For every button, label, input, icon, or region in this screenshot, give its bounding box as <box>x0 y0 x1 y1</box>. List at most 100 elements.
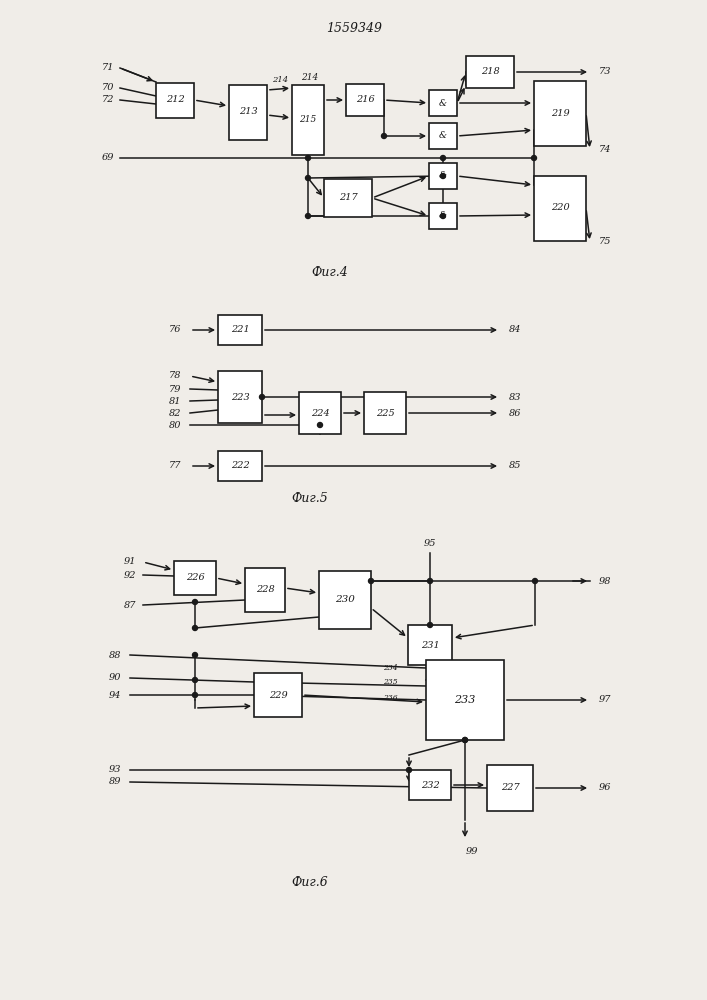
Text: 96: 96 <box>599 784 612 792</box>
Text: 87: 87 <box>124 600 136 609</box>
Bar <box>218 315 262 345</box>
Text: 228: 228 <box>256 585 274 594</box>
Text: 226: 226 <box>186 574 204 582</box>
Circle shape <box>428 622 433 628</box>
Text: 214: 214 <box>272 76 288 84</box>
Text: 215: 215 <box>299 115 317 124</box>
Bar <box>429 123 457 149</box>
Circle shape <box>368 578 373 584</box>
Bar <box>319 571 371 629</box>
Text: 90: 90 <box>109 674 121 682</box>
Text: 74: 74 <box>599 145 612 154</box>
Text: 225: 225 <box>375 408 395 418</box>
Text: 217: 217 <box>339 194 357 202</box>
Text: 99: 99 <box>466 848 478 856</box>
Text: 70: 70 <box>102 84 115 93</box>
Text: 223: 223 <box>230 392 250 401</box>
Text: 234: 234 <box>382 664 397 672</box>
Circle shape <box>305 176 310 180</box>
Bar <box>229 85 267 139</box>
Bar <box>254 673 302 717</box>
Text: 218: 218 <box>481 68 499 77</box>
Text: 97: 97 <box>599 696 612 704</box>
Text: 236: 236 <box>382 694 397 702</box>
Text: 98: 98 <box>599 576 612 585</box>
Bar <box>174 561 216 595</box>
Text: 92: 92 <box>124 570 136 580</box>
Text: Фиг.4: Фиг.4 <box>312 265 349 278</box>
Circle shape <box>440 155 445 160</box>
Bar <box>426 660 504 740</box>
Text: 86: 86 <box>509 408 521 418</box>
Circle shape <box>532 155 537 160</box>
Text: 231: 231 <box>421 641 439 650</box>
Text: &: & <box>439 212 447 221</box>
Text: 220: 220 <box>551 204 569 213</box>
Text: 84: 84 <box>509 326 521 334</box>
Text: 227: 227 <box>501 784 520 792</box>
Text: 81: 81 <box>169 396 181 406</box>
Circle shape <box>192 692 197 698</box>
Text: 212: 212 <box>165 96 185 104</box>
Bar <box>534 81 586 145</box>
Circle shape <box>192 626 197 631</box>
Text: 71: 71 <box>102 64 115 73</box>
Bar <box>429 203 457 229</box>
Circle shape <box>440 174 445 178</box>
Text: 93: 93 <box>109 766 121 774</box>
Text: 78: 78 <box>169 371 181 380</box>
Text: 75: 75 <box>599 237 612 246</box>
Bar <box>156 83 194 117</box>
Text: 77: 77 <box>169 462 181 471</box>
Text: &: & <box>439 131 447 140</box>
Bar <box>408 625 452 665</box>
Circle shape <box>305 214 310 219</box>
Text: 224: 224 <box>310 408 329 418</box>
Circle shape <box>317 422 322 428</box>
Circle shape <box>192 652 197 658</box>
Bar <box>346 84 384 116</box>
Bar <box>429 90 457 116</box>
Circle shape <box>305 155 310 160</box>
Text: 89: 89 <box>109 778 121 786</box>
Bar <box>534 176 586 240</box>
Bar <box>429 163 457 189</box>
Circle shape <box>462 738 467 742</box>
Bar <box>466 56 514 88</box>
Text: 216: 216 <box>356 96 375 104</box>
Bar <box>487 765 533 811</box>
Bar <box>218 451 262 481</box>
Bar <box>364 392 406 434</box>
Text: &: & <box>439 172 447 180</box>
Bar <box>409 770 451 800</box>
Text: 85: 85 <box>509 462 521 471</box>
Bar <box>292 85 324 155</box>
Circle shape <box>462 738 467 742</box>
Text: 94: 94 <box>109 690 121 700</box>
Text: 79: 79 <box>169 384 181 393</box>
Text: Фиг.5: Фиг.5 <box>291 491 328 504</box>
Bar <box>299 392 341 434</box>
Text: 233: 233 <box>455 695 476 705</box>
Circle shape <box>532 578 537 584</box>
Text: 73: 73 <box>599 68 612 77</box>
Text: 219: 219 <box>551 108 569 117</box>
Circle shape <box>192 599 197 604</box>
Bar <box>245 568 285 612</box>
Text: &: & <box>439 99 447 107</box>
Circle shape <box>192 678 197 682</box>
Text: Фиг.6: Фиг.6 <box>291 876 328 888</box>
Text: 76: 76 <box>169 326 181 334</box>
Text: 80: 80 <box>169 420 181 430</box>
Circle shape <box>440 214 445 219</box>
Text: 222: 222 <box>230 462 250 471</box>
Bar <box>324 179 372 217</box>
Text: 221: 221 <box>230 326 250 334</box>
Text: 95: 95 <box>423 538 436 548</box>
Bar <box>218 371 262 423</box>
Circle shape <box>259 394 264 399</box>
Text: 229: 229 <box>269 690 287 700</box>
Text: 88: 88 <box>109 650 121 660</box>
Text: 230: 230 <box>335 595 355 604</box>
Text: 69: 69 <box>102 153 115 162</box>
